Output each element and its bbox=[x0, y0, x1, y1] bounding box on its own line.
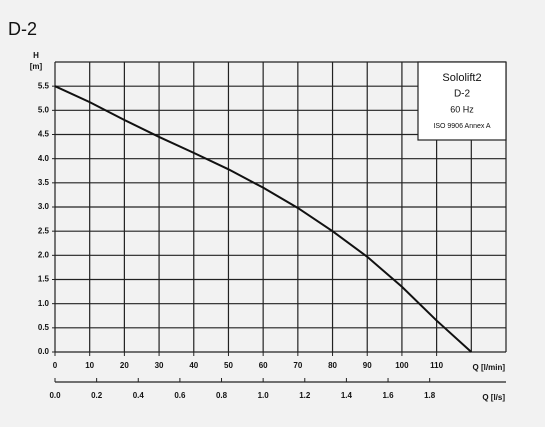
y-axis-unit: [m] bbox=[30, 62, 43, 71]
legend-text: ISO 9906 Annex A bbox=[433, 123, 491, 130]
x-axis-label: Q [l/min] bbox=[473, 363, 506, 372]
chart-title: D-2 bbox=[8, 19, 37, 39]
y-tick-label: 0.5 bbox=[38, 323, 50, 332]
y-axis-label: H bbox=[33, 51, 39, 60]
legend-text: D-2 bbox=[454, 89, 471, 100]
x-tick-label: 90 bbox=[363, 361, 372, 370]
x-tick-label: 60 bbox=[259, 361, 268, 370]
x-tick-label: 80 bbox=[328, 361, 337, 370]
y-tick-label: 5.0 bbox=[38, 105, 50, 114]
legend-text: 60 Hz bbox=[450, 104, 474, 114]
y-tick-label: 1.5 bbox=[38, 275, 50, 284]
legend-text: Sololift2 bbox=[442, 72, 481, 84]
y-tick-label: 4.0 bbox=[38, 154, 50, 163]
x-tick-label: 30 bbox=[155, 361, 164, 370]
curve bbox=[54, 85, 472, 353]
x2-tick-label: 0.0 bbox=[49, 391, 61, 400]
x-tick-label: 100 bbox=[395, 361, 409, 370]
x2-tick-label: 0.4 bbox=[133, 391, 145, 400]
y-tick-label: 3.0 bbox=[38, 202, 50, 211]
y-tick-label: 5.5 bbox=[38, 81, 50, 90]
x2-tick-label: 1.6 bbox=[382, 391, 394, 400]
x2-tick-label: 1.4 bbox=[341, 391, 353, 400]
x-tick-label: 20 bbox=[120, 361, 129, 370]
x-tick-label: 40 bbox=[189, 361, 198, 370]
x2-tick-label: 1.0 bbox=[258, 391, 270, 400]
x-tick-label: 0 bbox=[53, 361, 58, 370]
y-tick-label: 1.0 bbox=[38, 299, 50, 308]
x2-tick-label: 1.8 bbox=[424, 391, 436, 400]
legend-box bbox=[417, 61, 507, 141]
x2-tick-label: 0.8 bbox=[216, 391, 228, 400]
x2-tick-label: 0.2 bbox=[91, 391, 103, 400]
x-tick-label: 10 bbox=[85, 361, 94, 370]
x-tick-label: 50 bbox=[224, 361, 233, 370]
y-tick-label: 3.5 bbox=[38, 178, 50, 187]
x2-tick-label: 1.2 bbox=[299, 391, 311, 400]
y-tick-label: 2.5 bbox=[38, 226, 50, 235]
x-tick-label: 110 bbox=[430, 361, 443, 370]
y-tick-label: 2.0 bbox=[38, 250, 50, 259]
x-tick-label: 70 bbox=[293, 361, 302, 370]
x2-axis-label: Q [l/s] bbox=[482, 393, 505, 402]
y-tick-label: 0.0 bbox=[38, 347, 50, 356]
y-tick-label: 4.5 bbox=[38, 130, 50, 139]
x2-tick-label: 0.6 bbox=[174, 391, 186, 400]
